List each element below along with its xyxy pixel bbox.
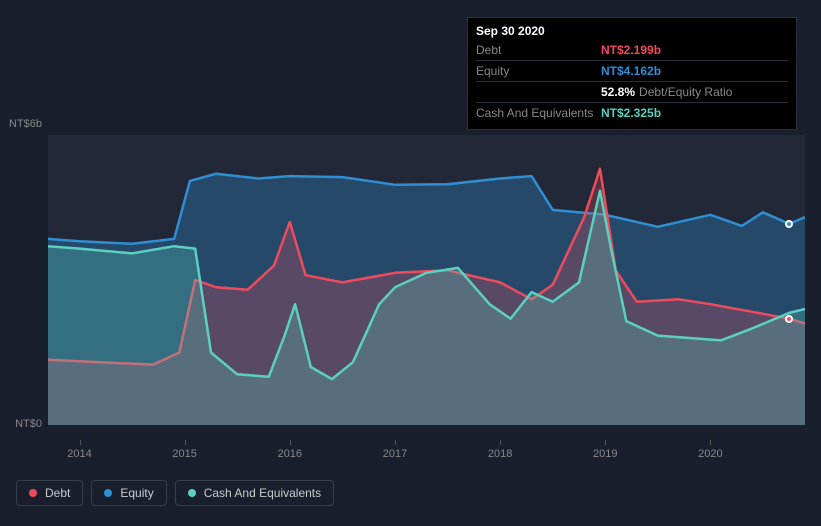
x-axis-label: 2014	[67, 448, 91, 460]
x-axis-label: 2019	[593, 448, 617, 460]
y-axis-label-min: NT$0	[2, 418, 42, 430]
x-tick	[395, 440, 396, 445]
hover-marker-equity	[785, 220, 793, 228]
legend-item-equity[interactable]: Equity	[91, 480, 166, 506]
legend-label: Cash And Equivalents	[204, 486, 321, 500]
tooltip-date: Sep 30 2020	[476, 24, 788, 38]
x-axis: 2014 2015 2016 2017 2018 2019 2020	[48, 445, 805, 465]
x-axis-label: 2017	[383, 448, 407, 460]
tooltip-row-value: NT$2.325b	[601, 106, 661, 120]
chart-container: NT$6b NT$0	[16, 120, 805, 440]
tooltip-row-label	[476, 85, 601, 99]
tooltip-ratio-label: Debt/Equity Ratio	[639, 85, 732, 99]
x-tick	[80, 440, 81, 445]
tooltip-row-label: Equity	[476, 64, 601, 78]
legend-label: Debt	[45, 486, 70, 500]
tooltip-ratio-value: 52.8%	[601, 85, 635, 99]
legend-dot-icon	[188, 489, 196, 497]
tooltip-row-value: NT$4.162b	[601, 64, 661, 78]
x-tick	[605, 440, 606, 445]
legend-label: Equity	[120, 486, 153, 500]
legend-item-debt[interactable]: Debt	[16, 480, 83, 506]
tooltip-row-label: Cash And Equivalents	[476, 106, 601, 120]
x-tick	[290, 440, 291, 445]
tooltip-row: 52.8% Debt/Equity Ratio	[476, 81, 788, 102]
area-chart-svg	[48, 135, 805, 425]
legend: Debt Equity Cash And Equivalents	[16, 480, 334, 506]
legend-dot-icon	[29, 489, 37, 497]
hover-marker-debt	[785, 315, 793, 323]
tooltip-row: EquityNT$4.162b	[476, 60, 788, 81]
x-tick	[185, 440, 186, 445]
tooltip: Sep 30 2020 DebtNT$2.199bEquityNT$4.162b…	[467, 17, 797, 130]
tooltip-row: DebtNT$2.199b	[476, 40, 788, 60]
x-axis-label: 2018	[488, 448, 512, 460]
x-axis-label: 2020	[698, 448, 722, 460]
x-tick	[500, 440, 501, 445]
x-axis-label: 2015	[172, 448, 196, 460]
legend-dot-icon	[104, 489, 112, 497]
tooltip-row-value: NT$2.199b	[601, 43, 661, 57]
y-axis-label-max: NT$6b	[2, 118, 42, 130]
chart-plot[interactable]	[48, 135, 805, 425]
x-tick	[710, 440, 711, 445]
tooltip-row-label: Debt	[476, 43, 601, 57]
x-axis-label: 2016	[278, 448, 302, 460]
legend-item-cash-and-equivalents[interactable]: Cash And Equivalents	[175, 480, 334, 506]
